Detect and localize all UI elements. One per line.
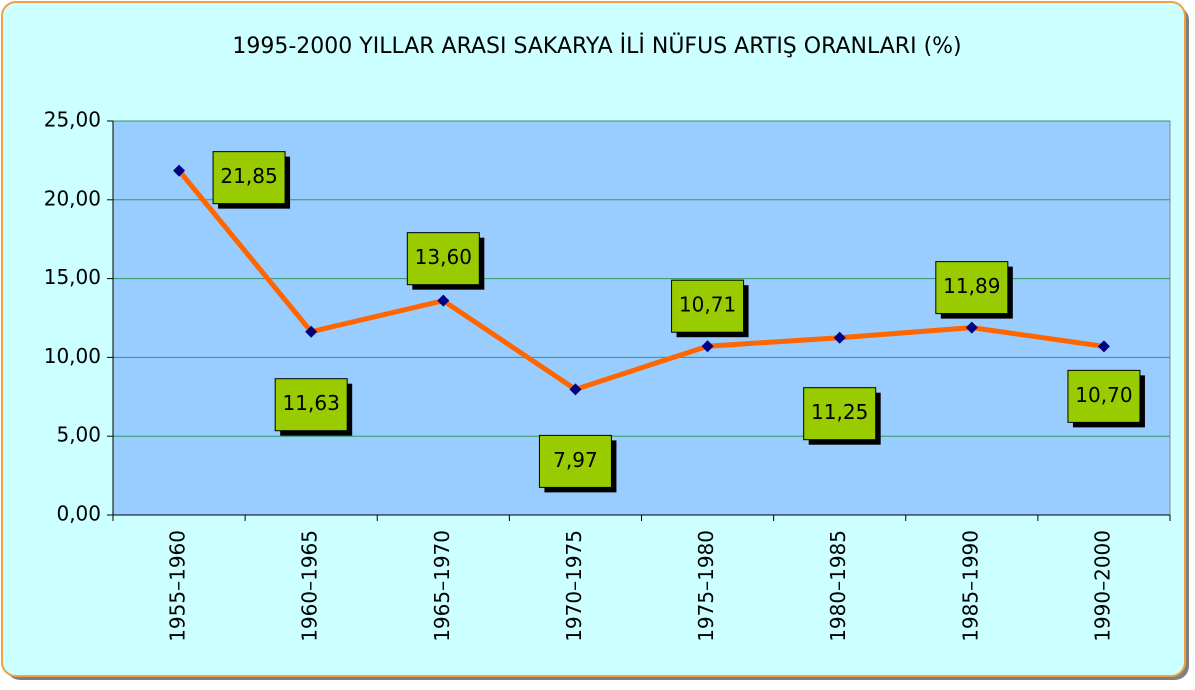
data-label: 10,71 bbox=[679, 293, 736, 317]
x-tick-label: 1980–1985 bbox=[826, 530, 850, 642]
x-tick-label: 1970–1975 bbox=[562, 530, 586, 642]
label-box bbox=[212, 151, 286, 205]
data-label: 11,25 bbox=[811, 400, 868, 424]
marker bbox=[1097, 340, 1110, 353]
label-box bbox=[803, 387, 877, 441]
marker bbox=[701, 340, 714, 353]
y-tick-label: 15,00 bbox=[44, 265, 101, 289]
x-tick-label: 1975–1980 bbox=[694, 530, 718, 642]
marker bbox=[833, 331, 846, 344]
label-box bbox=[538, 434, 612, 488]
label-box bbox=[274, 378, 348, 432]
data-label: 13,60 bbox=[415, 245, 472, 269]
x-tick-label: 1990–2000 bbox=[1090, 530, 1114, 642]
chart-title: 1995-2000 YILLAR ARASI SAKARYA İLİ NÜFUS… bbox=[232, 33, 961, 59]
data-label: 7,97 bbox=[553, 448, 598, 472]
x-tick-label: 1955–1960 bbox=[166, 530, 190, 642]
line bbox=[177, 169, 1105, 392]
label-box bbox=[406, 232, 480, 286]
data-label: 10,70 bbox=[1075, 383, 1132, 407]
x-tick-label: 1965–1970 bbox=[430, 530, 454, 642]
marker bbox=[437, 294, 450, 307]
label-box bbox=[935, 261, 1009, 315]
x-tick-label: 1985–1990 bbox=[958, 530, 982, 642]
data-label: 11,89 bbox=[943, 274, 1000, 298]
y-tick-label: 25,00 bbox=[44, 108, 101, 132]
marker bbox=[305, 325, 318, 338]
y-tick-label: 10,00 bbox=[44, 344, 101, 368]
label-box bbox=[671, 279, 745, 333]
y-tick-label: 0,00 bbox=[56, 502, 101, 526]
x-tick-label: 1960–1965 bbox=[298, 530, 322, 642]
data-label: 11,63 bbox=[283, 391, 340, 415]
data-label: 21,85 bbox=[220, 164, 277, 188]
y-tick-label: 20,00 bbox=[44, 186, 101, 210]
label-box bbox=[1067, 369, 1141, 423]
marker bbox=[569, 383, 582, 396]
marker bbox=[965, 321, 978, 334]
marker bbox=[173, 164, 186, 177]
y-tick-label: 5,00 bbox=[56, 423, 101, 447]
